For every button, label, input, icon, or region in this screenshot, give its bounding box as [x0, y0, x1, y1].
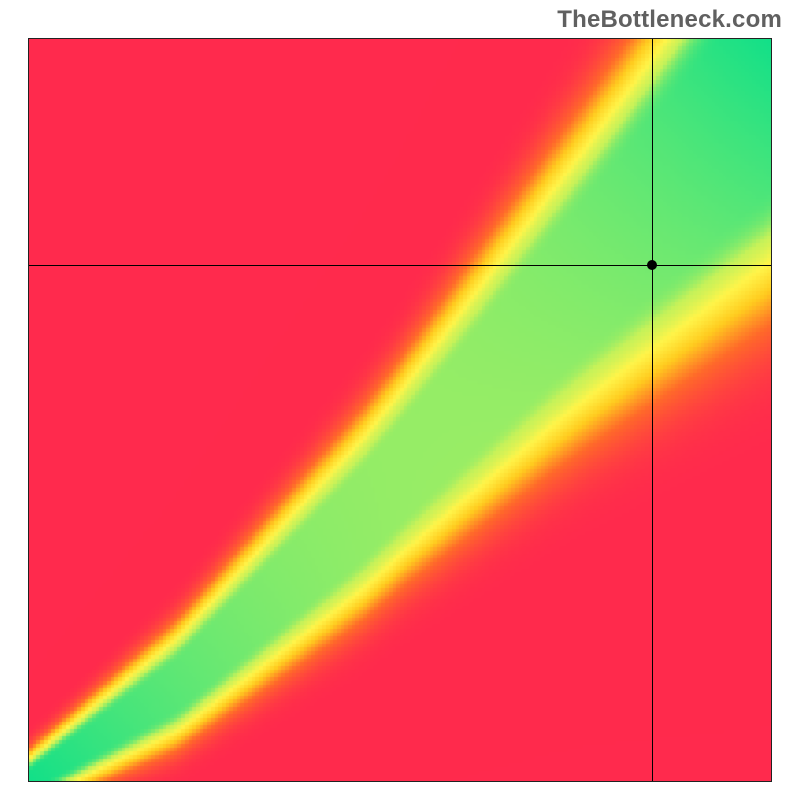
watermark-label: TheBottleneck.com	[557, 6, 782, 34]
chart-container: TheBottleneck.com	[0, 0, 800, 800]
heatmap-canvas	[29, 39, 771, 781]
plot-area	[28, 38, 772, 782]
